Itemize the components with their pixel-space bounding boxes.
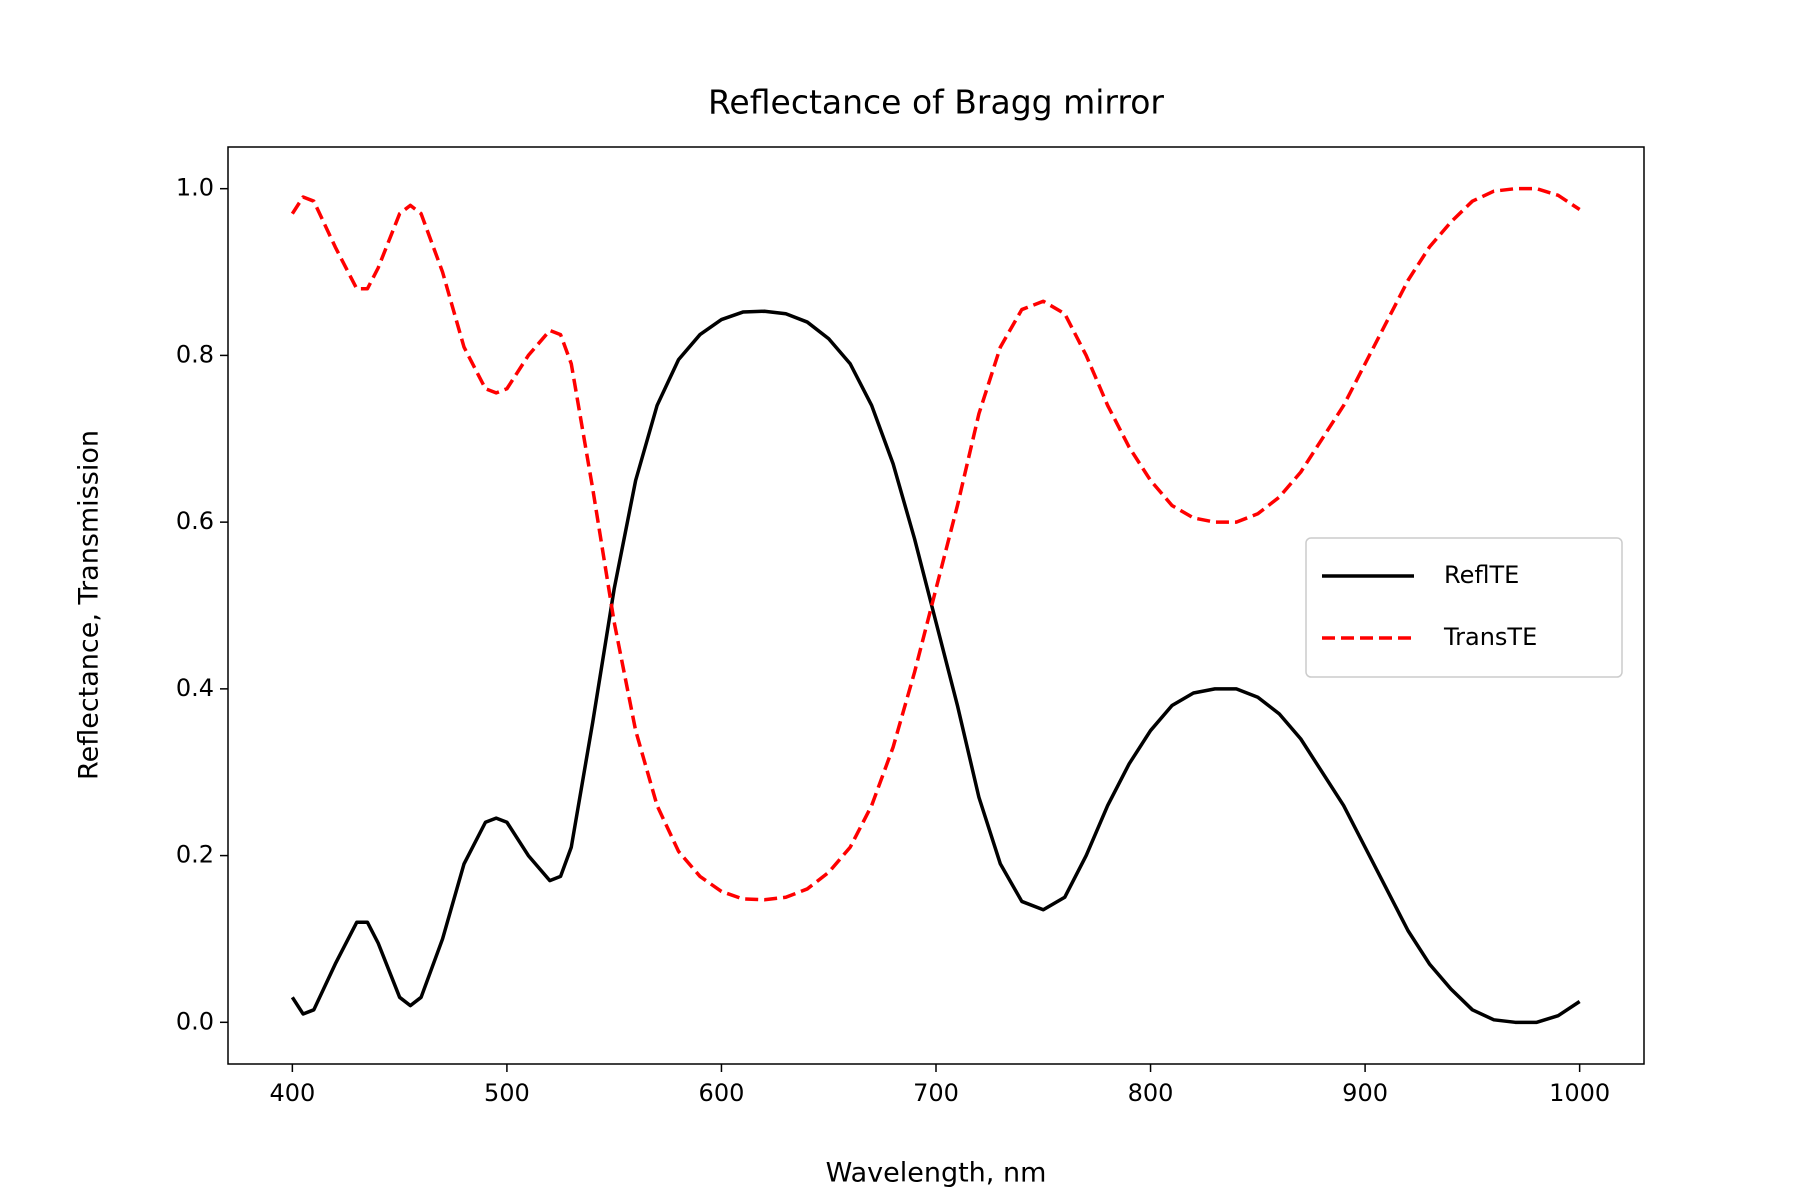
y-tick-label: 0.8 — [176, 340, 214, 368]
chart-title: Reflectance of Bragg mirror — [708, 83, 1164, 122]
legend-label: ReflTE — [1444, 561, 1519, 589]
x-tick-label: 600 — [699, 1079, 745, 1107]
y-tick-label: 0.0 — [176, 1007, 214, 1035]
x-tick-label: 900 — [1342, 1079, 1388, 1107]
x-axis-label: Wavelength, nm — [826, 1158, 1047, 1189]
legend-label: TransTE — [1443, 623, 1537, 651]
y-tick-label: 0.4 — [176, 674, 214, 702]
series-line — [290, 186, 1581, 902]
x-tick-label: 400 — [269, 1079, 315, 1107]
y-tick-label: 1.0 — [176, 174, 214, 202]
x-tick-label: 500 — [484, 1079, 530, 1107]
x-tick-label: 1000 — [1549, 1079, 1610, 1107]
y-axis-label: Reflectance, Transmission — [74, 430, 105, 780]
plot-frame — [227, 146, 1645, 1065]
x-tick-label: 700 — [913, 1079, 959, 1107]
y-tick-label: 0.2 — [176, 841, 214, 869]
x-tick-label: 800 — [1128, 1079, 1174, 1107]
series-line — [290, 309, 1581, 1025]
legend-box — [1305, 537, 1623, 678]
y-tick-label: 0.6 — [176, 507, 214, 535]
